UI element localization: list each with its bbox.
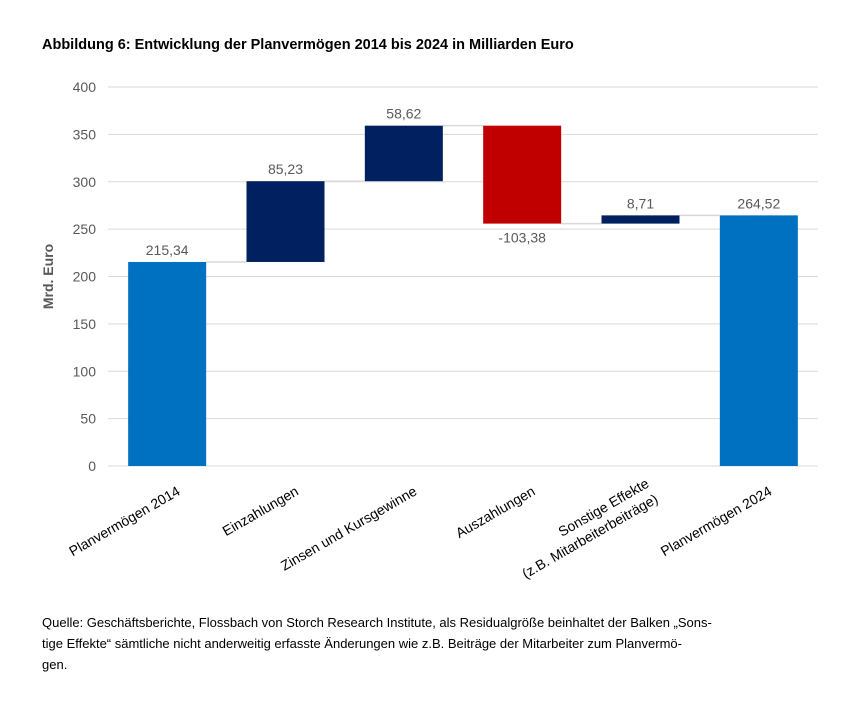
y-tick-label: 100: [73, 363, 97, 379]
y-tick-label: 150: [73, 316, 97, 332]
x-tick-label: Planvermögen 2014: [66, 483, 183, 560]
bar-4: [483, 125, 562, 224]
data-label: 264,52: [737, 195, 780, 211]
x-tick-label-line: Planvermögen 2024: [658, 483, 775, 560]
x-tick-label-line: Auszahlungen: [453, 483, 538, 541]
x-tick-label: Auszahlungen: [453, 483, 538, 541]
data-label: -103,38: [498, 230, 546, 246]
y-tick-label: 400: [73, 79, 97, 95]
connector-lines: [206, 124, 720, 263]
source-line-2: tige Effekte“ sämtliche nicht anderweiti…: [42, 636, 682, 651]
source-note: Quelle: Geschäftsberichte, Flossbach von…: [42, 612, 762, 675]
bar-2: [246, 181, 325, 262]
x-tick-label: Einzahlungen: [220, 483, 301, 539]
y-tick-label: 350: [73, 126, 97, 142]
data-label: 8,71: [627, 195, 654, 211]
gridlines: [108, 86, 818, 467]
y-tick-label: 250: [73, 221, 97, 237]
y-tick-label: 300: [73, 174, 97, 190]
bar-6: [719, 215, 798, 466]
x-tick-label-line: Planvermögen 2014: [66, 483, 183, 560]
x-tick-label: Planvermögen 2024: [658, 483, 775, 560]
bars: [128, 125, 798, 466]
waterfall-chart: 0 50 100 150 200 250 300 350 400 215,34 85,23 58,6…: [40, 79, 818, 582]
y-tick-label: 0: [88, 458, 96, 474]
chart-title: Abbildung 6: Entwicklung der Planvermöge…: [42, 37, 574, 53]
data-label: 58,62: [386, 106, 421, 122]
data-labels: 215,34 85,23 58,62 -103,38 8,71 264,52: [146, 106, 781, 258]
y-axis-tick-labels: 0 50 100 150 200 250 300 350 400: [73, 79, 97, 474]
x-tick-label-line: Einzahlungen: [220, 483, 301, 539]
bar-5: [601, 215, 680, 224]
source-line-1: Quelle: Geschäftsberichte, Flossbach von…: [42, 615, 712, 630]
data-label: 215,34: [146, 242, 189, 258]
y-axis-label: Mrd. Euro: [40, 244, 56, 309]
data-label: 85,23: [268, 161, 303, 177]
source-line-3: gen.: [42, 657, 68, 672]
x-tick-label-line: (z.B. Mitarbeiterbeiträge): [519, 491, 660, 582]
bar-3: [364, 125, 443, 182]
y-tick-label: 200: [73, 269, 97, 285]
bar-1: [128, 261, 207, 466]
y-tick-label: 50: [80, 411, 96, 427]
